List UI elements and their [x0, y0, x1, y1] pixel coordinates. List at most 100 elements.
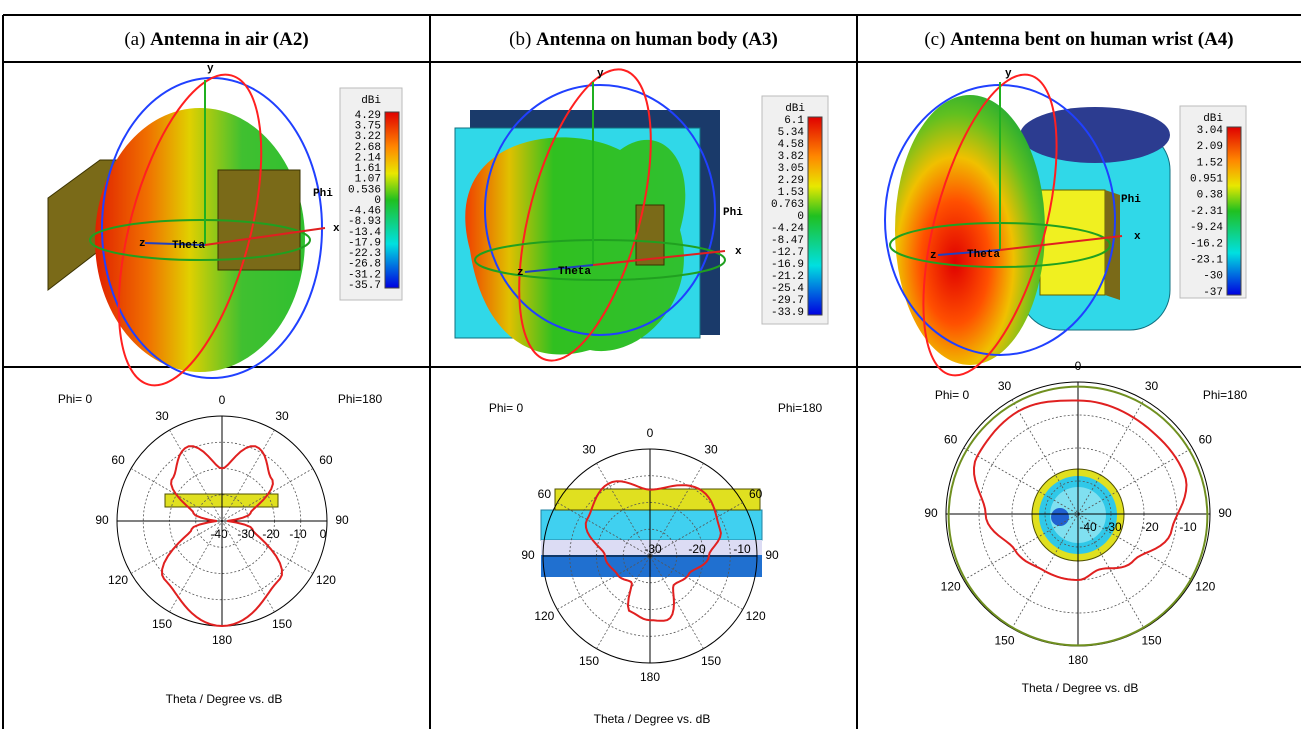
polar-radial-label: -30 [237, 527, 255, 541]
polar-angle-label: 90 [924, 506, 938, 520]
polar-angle-label: 90 [765, 548, 779, 562]
axis-label-3d: Phi [723, 207, 743, 219]
pattern-3d-b [454, 68, 726, 362]
colorbar-label: -31.2 [348, 269, 381, 281]
colorbar-label: -8.93 [348, 216, 381, 228]
colorbar-label: 3.04 [1197, 125, 1224, 137]
colorbar-label: -9.24 [1190, 222, 1223, 234]
polar-angle-label: 60 [749, 487, 763, 501]
column-tag: (b) [509, 29, 531, 50]
colorbar [807, 116, 823, 316]
colorbar-label: 2.29 [778, 175, 804, 187]
polar-caption: Theta / Degree vs. dB [594, 712, 711, 726]
polar-radial-label: -40 [1079, 520, 1097, 534]
axis-label-3d: y [1005, 68, 1012, 80]
column-header: (a) Antenna in air (A2) [124, 29, 308, 50]
colorbar-label: -21.2 [771, 271, 804, 283]
polar-radial-label: -30 [1104, 520, 1122, 534]
colorbar-label: 4.58 [778, 139, 804, 151]
colorbar-label: 6.1 [784, 115, 804, 127]
colorbar-label: -30 [1203, 271, 1223, 283]
colorbar [384, 111, 400, 289]
column-title: Antenna bent on human wrist (A4) [950, 29, 1233, 50]
column-title: Antenna on human body (A3) [536, 29, 778, 50]
colorbar-label: 3.75 [355, 121, 381, 133]
axis-label-3d: x [1134, 231, 1141, 243]
pattern-3d-a [47, 73, 326, 387]
axis-label-3d: z [139, 238, 146, 250]
polar-angle-label: 90 [335, 513, 349, 527]
colorbar-label: 3.82 [778, 151, 804, 163]
column-tag: (c) [924, 29, 945, 50]
polar-angle-label: 150 [272, 617, 292, 631]
polar-angle-label: 30 [1145, 379, 1159, 393]
phi-right-label: Phi=180 [338, 392, 383, 406]
colorbar-label: 0.951 [1190, 174, 1223, 186]
column-title: Antenna in air (A2) [150, 29, 309, 50]
polar-angle-label: 60 [111, 453, 125, 467]
polar-caption: Theta / Degree vs. dB [166, 692, 283, 706]
polar-angle-label: 120 [534, 609, 554, 623]
colorbar-label: 0 [797, 211, 804, 223]
polar-curve [584, 480, 722, 622]
phi-left-label: Phi= 0 [935, 388, 970, 402]
colorbar-label: 0.38 [1197, 190, 1223, 202]
colorbar-unit: dBi [361, 95, 381, 107]
polar-radial-label: -30 [644, 542, 662, 556]
colorbar-label: 0.536 [348, 184, 381, 196]
polar-curve-green [947, 385, 1209, 647]
polar-angle-label: 60 [538, 487, 552, 501]
colorbar-label: 0.763 [771, 199, 804, 211]
axis-label-3d: x [333, 223, 340, 235]
polar-angle-label: 120 [108, 573, 128, 587]
polar-angle-label: 90 [521, 548, 535, 562]
colorbar-label: -4.46 [348, 206, 381, 218]
colorbar-label: -16.2 [1190, 238, 1223, 250]
polar-angle-label: 150 [152, 617, 172, 631]
polar-angle-label: 30 [275, 409, 289, 423]
axis-label-3d: Theta [558, 266, 591, 278]
column-header: (b) Antenna on human body (A3) [509, 29, 778, 50]
phi-right-label: Phi=180 [778, 401, 823, 415]
colorbar-label: -16.9 [771, 259, 804, 271]
polar-radial-label: 0 [320, 527, 327, 541]
polar-angle-label: 30 [582, 443, 596, 457]
polar-angle-label: 60 [1199, 433, 1213, 447]
polar-angle-label: 180 [212, 633, 232, 647]
phi-left-label: Phi= 0 [489, 401, 524, 415]
polar-angle-label: 180 [1068, 653, 1088, 667]
colorbar-label: -22.3 [348, 248, 381, 260]
colorbar-label: 2.09 [1197, 141, 1223, 153]
polar-angle-label: 0 [219, 393, 226, 407]
colorbar-label: -4.24 [771, 223, 804, 235]
colorbar-label: -35.7 [348, 280, 381, 292]
polar-angle-label: 120 [316, 573, 336, 587]
colorbar-unit: dBi [1203, 113, 1223, 125]
polar-angle-label: 30 [998, 379, 1012, 393]
axis-label-3d: Theta [172, 240, 205, 252]
colorbar-label: 0 [374, 195, 381, 207]
polar-radial-label: -10 [733, 542, 751, 556]
polar-radial-label: -20 [1141, 520, 1159, 534]
colorbar-label: -8.47 [771, 235, 804, 247]
column-header: (c) Antenna bent on human wrist (A4) [924, 29, 1233, 50]
phi-right-label: Phi=180 [1203, 388, 1248, 402]
colorbar-label: -17.9 [348, 237, 381, 249]
colorbar-label: 4.29 [355, 110, 381, 122]
colorbar-label: -29.7 [771, 295, 804, 307]
colorbar-label: 1.07 [355, 174, 381, 186]
axis-label-3d: Phi [313, 188, 333, 200]
phi-left-label: Phi= 0 [58, 392, 93, 406]
axis-label-3d: Phi [1121, 194, 1141, 206]
colorbar-label: -12.7 [771, 247, 804, 259]
polar-angle-label: 150 [701, 654, 721, 668]
axis-label-3d: z [930, 250, 937, 262]
polar-angle-label: 0 [1075, 359, 1082, 373]
polar-angle-label: 0 [647, 426, 654, 440]
polar-angle-label: 180 [640, 670, 660, 684]
colorbar-label: 3.22 [355, 131, 381, 143]
polar-angle-label: 150 [579, 654, 599, 668]
colorbar-label: -23.1 [1190, 255, 1223, 267]
colorbar-label: 1.61 [355, 163, 382, 175]
